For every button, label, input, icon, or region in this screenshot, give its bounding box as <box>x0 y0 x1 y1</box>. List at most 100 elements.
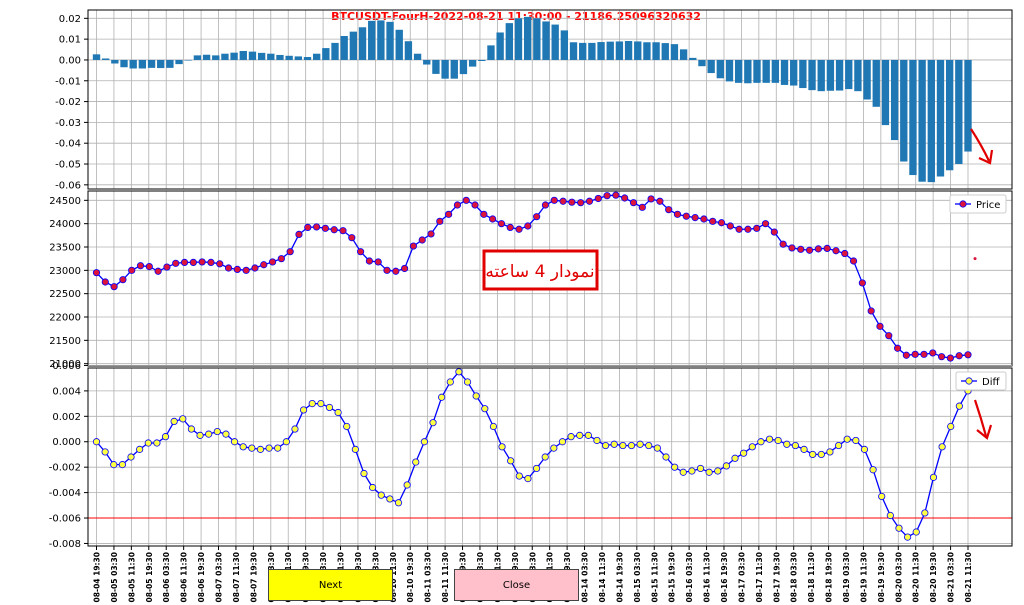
bar <box>890 59 899 141</box>
data-point <box>187 425 196 433</box>
series-line <box>96 194 969 359</box>
y-tick-label: 22000 <box>49 313 81 324</box>
y-tick-label: 21500 <box>49 336 81 347</box>
bar <box>799 59 807 89</box>
data-point <box>239 443 247 451</box>
data-point <box>392 267 400 275</box>
data-point <box>550 196 558 204</box>
bar <box>964 59 972 152</box>
bar <box>790 59 798 86</box>
data-point <box>205 430 213 438</box>
bar <box>221 53 229 60</box>
data-point <box>233 265 241 273</box>
x-tick-label: 08-07 19:30 <box>249 552 258 602</box>
data-point <box>814 245 822 253</box>
bar <box>276 54 284 60</box>
legend-label: Price <box>976 200 1000 211</box>
data-point <box>832 247 840 255</box>
bar <box>826 59 835 91</box>
y-tick-label: -0.02 <box>55 97 81 108</box>
data-point <box>541 201 550 209</box>
data-point <box>700 215 708 223</box>
data-point <box>394 499 403 507</box>
y-tick-label: 0.004 <box>52 386 81 397</box>
data-point <box>265 444 273 452</box>
annotation-label: نمودار 4 ساعته <box>485 262 594 282</box>
data-point <box>809 450 817 459</box>
bar <box>725 59 734 82</box>
data-point <box>761 220 770 228</box>
data-point <box>489 215 497 223</box>
data-point <box>136 445 144 453</box>
bar <box>441 59 449 79</box>
data-point <box>330 226 338 234</box>
bar <box>432 59 440 74</box>
data-point <box>480 210 488 218</box>
x-tick-label: 08-16 11:30 <box>703 552 712 602</box>
y-tick-label: 0.02 <box>59 14 81 25</box>
data-point <box>559 197 567 205</box>
data-point <box>286 248 294 256</box>
data-point <box>348 234 356 242</box>
bar <box>661 43 669 60</box>
data-point <box>688 467 696 475</box>
x-tick-label: 08-17 03:30 <box>737 552 746 602</box>
bar <box>643 42 651 60</box>
data-point <box>260 261 268 269</box>
data-point <box>671 463 679 471</box>
bar <box>450 59 458 79</box>
data-point <box>636 440 644 448</box>
data-point <box>645 441 653 450</box>
bar <box>579 42 587 60</box>
bar <box>808 59 816 91</box>
data-point <box>446 378 454 386</box>
data-point <box>558 438 567 446</box>
bar <box>120 59 128 68</box>
x-tick-label: 08-15 03:30 <box>633 552 642 602</box>
data-point <box>662 453 670 461</box>
bar <box>239 51 247 60</box>
x-tick-label: 08-16 03:30 <box>685 552 694 602</box>
bar <box>377 20 385 60</box>
data-point <box>800 445 808 453</box>
x-tick-label: 08-19 03:30 <box>842 552 851 602</box>
y-tick-label: 0.006 <box>52 361 81 372</box>
x-tick-label: 08-16 19:30 <box>720 552 729 602</box>
data-point <box>858 279 866 287</box>
bar <box>780 59 789 85</box>
data-point <box>438 393 446 401</box>
bar <box>349 31 358 60</box>
plot-panels: 0.02 0.01 0.00 -0.01 -0.02 -0.03 -0.04 -0.05 -0.… <box>49 9 1013 550</box>
close-button[interactable]: Close <box>454 569 579 601</box>
next-button[interactable]: Next <box>268 569 393 601</box>
data-point <box>110 461 118 469</box>
bar <box>955 59 963 165</box>
data-point <box>427 230 435 238</box>
data-point <box>216 260 224 268</box>
bar <box>413 53 422 60</box>
data-point <box>937 353 946 361</box>
data-point <box>198 258 206 266</box>
y-tick-label: 0.00 <box>59 55 81 66</box>
data-point <box>317 399 325 408</box>
x-tick-label: 08-21 11:30 <box>964 552 973 602</box>
y-tick-label: 0.000 <box>52 437 81 448</box>
data-point <box>774 436 782 445</box>
bar <box>111 59 119 64</box>
data-point <box>770 228 778 236</box>
bar <box>762 59 770 83</box>
data-point <box>705 468 713 476</box>
bar <box>423 59 431 65</box>
x-tick-label: 08-19 11:30 <box>859 552 868 602</box>
bar <box>634 41 642 60</box>
bar <box>157 59 165 69</box>
data-point <box>765 435 774 443</box>
panel-frame <box>87 9 1013 190</box>
data-point <box>144 439 152 447</box>
data-point <box>947 422 955 431</box>
data-point <box>321 224 329 232</box>
x-tick-label: 08-07 03:30 <box>215 552 224 602</box>
legend: Diff <box>955 371 1007 391</box>
bar <box>881 59 890 126</box>
data-point <box>365 257 373 265</box>
